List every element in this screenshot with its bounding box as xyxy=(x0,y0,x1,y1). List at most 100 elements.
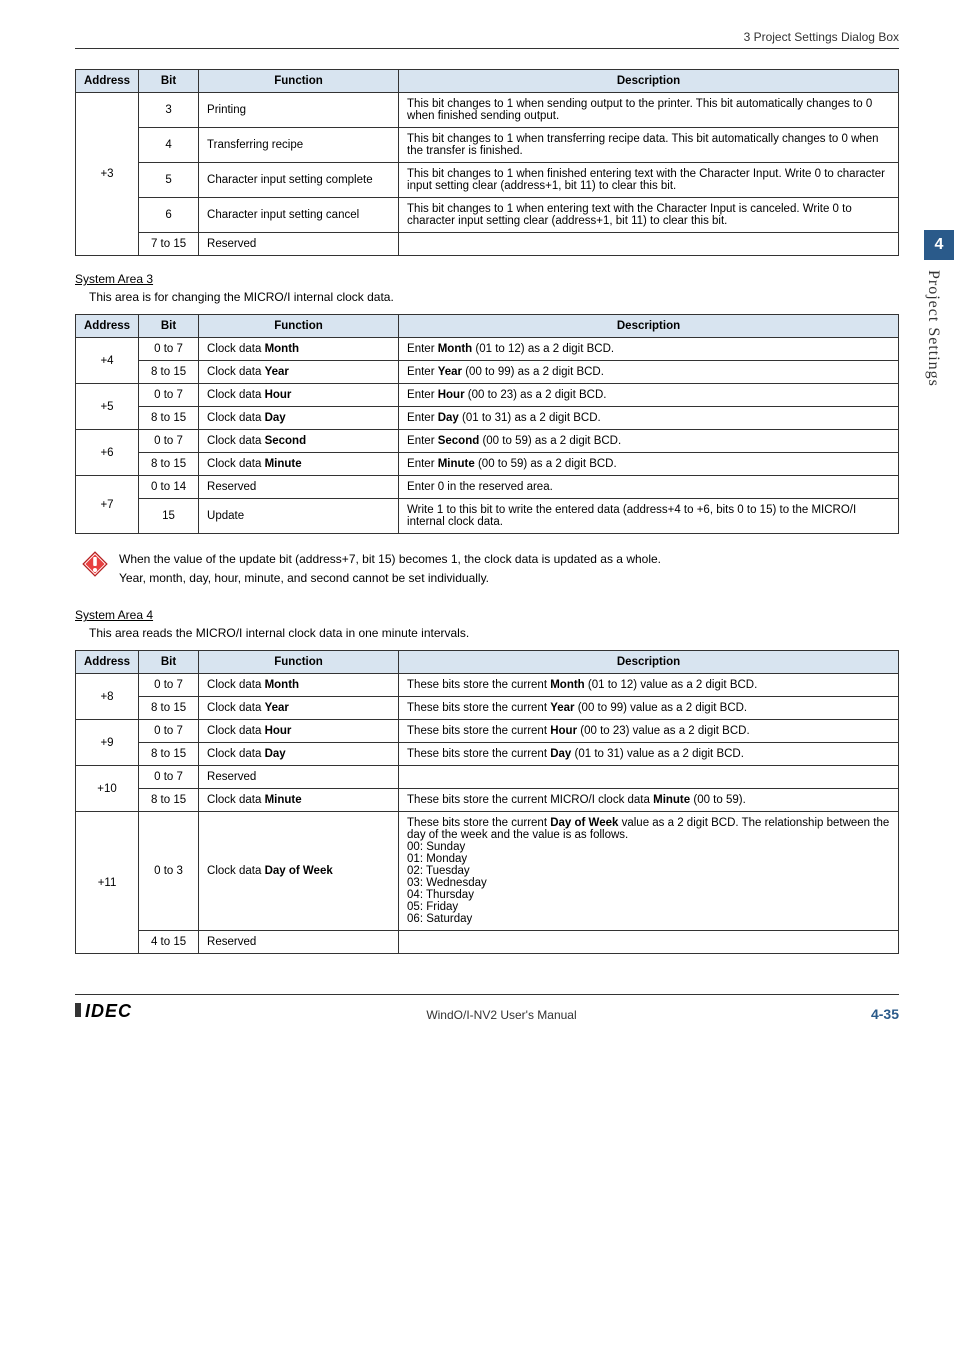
cell-func: Clock data Year xyxy=(199,697,399,720)
cell-bit: 8 to 15 xyxy=(139,453,199,476)
th-address: Address xyxy=(76,70,139,93)
cell-bit: 3 xyxy=(139,93,199,128)
th-bit: Bit xyxy=(139,70,199,93)
cell-bit: 0 to 7 xyxy=(139,674,199,697)
cell-func: Transferring recipe xyxy=(199,128,399,163)
cell-func: Reserved xyxy=(199,476,399,499)
cell-bit: 5 xyxy=(139,163,199,198)
cell-bit: 0 to 7 xyxy=(139,766,199,789)
cell-desc: Enter Second (00 to 59) as a 2 digit BCD… xyxy=(399,430,899,453)
cell-func: Clock data Day xyxy=(199,407,399,430)
table-row: +11 0 to 3 Clock data Day of Week These … xyxy=(76,812,899,931)
cell-addr: +3 xyxy=(76,93,139,256)
cell-func: Clock data Minute xyxy=(199,789,399,812)
cell-desc: Enter Day (01 to 31) as a 2 digit BCD. xyxy=(399,407,899,430)
caution-note: When the value of the update bit (addres… xyxy=(81,550,899,588)
cell-addr: +10 xyxy=(76,766,139,812)
cell-func: Reserved xyxy=(199,233,399,256)
th-description: Description xyxy=(399,315,899,338)
cell-bit: 8 to 15 xyxy=(139,361,199,384)
cell-bit: 8 to 15 xyxy=(139,743,199,766)
footer-brand: IDEC xyxy=(75,1001,132,1022)
chapter-number: 4 xyxy=(924,230,954,260)
cell-bit: 4 xyxy=(139,128,199,163)
cell-desc: These bits store the current MICRO/I clo… xyxy=(399,789,899,812)
table-row: +3 3 Printing This bit changes to 1 when… xyxy=(76,93,899,128)
cell-func: Clock data Month xyxy=(199,674,399,697)
table-row: 5 Character input setting complete This … xyxy=(76,163,899,198)
cell-bit: 0 to 7 xyxy=(139,720,199,743)
cell-desc: These bits store the current Day (01 to … xyxy=(399,743,899,766)
footer-page: 4-35 xyxy=(871,1006,899,1022)
cell-func: Clock data Year xyxy=(199,361,399,384)
cell-desc: These bits store the current Hour (00 to… xyxy=(399,720,899,743)
cell-bit: 0 to 7 xyxy=(139,384,199,407)
table-row: 8 to 15 Clock data Day Enter Day (01 to … xyxy=(76,407,899,430)
table-row: 6 Character input setting cancel This bi… xyxy=(76,198,899,233)
cell-desc: This bit changes to 1 when transferring … xyxy=(399,128,899,163)
th-function: Function xyxy=(199,651,399,674)
table-row: 4 to 15 Reserved xyxy=(76,931,899,954)
system-area-4-title: System Area 4 xyxy=(75,608,899,622)
cell-desc: This bit changes to 1 when finished ente… xyxy=(399,163,899,198)
cell-desc: Enter Minute (00 to 59) as a 2 digit BCD… xyxy=(399,453,899,476)
cell-bit: 7 to 15 xyxy=(139,233,199,256)
cell-bit: 8 to 15 xyxy=(139,407,199,430)
cell-func: Reserved xyxy=(199,766,399,789)
cell-func: Clock data Hour xyxy=(199,720,399,743)
table-area4: Address Bit Function Description +8 0 to… xyxy=(75,650,899,954)
footer-title: WindO/I-NV2 User's Manual xyxy=(426,1008,576,1022)
cell-desc: This bit changes to 1 when sending outpu… xyxy=(399,93,899,128)
cell-func: Clock data Day of Week xyxy=(199,812,399,931)
th-function: Function xyxy=(199,70,399,93)
page-footer: IDEC WindO/I-NV2 User's Manual 4-35 xyxy=(75,994,899,1022)
cell-bit: 8 to 15 xyxy=(139,789,199,812)
cell-desc: Enter Month (01 to 12) as a 2 digit BCD. xyxy=(399,338,899,361)
cell-func: Clock data Month xyxy=(199,338,399,361)
cell-desc xyxy=(399,766,899,789)
th-description: Description xyxy=(399,70,899,93)
cell-desc xyxy=(399,931,899,954)
cell-bit: 0 to 7 xyxy=(139,338,199,361)
cell-bit: 0 to 14 xyxy=(139,476,199,499)
table-row: +7 0 to 14 Reserved Enter 0 in the reser… xyxy=(76,476,899,499)
system-area-3-title: System Area 3 xyxy=(75,272,899,286)
cell-func: Reserved xyxy=(199,931,399,954)
cell-bit: 0 to 3 xyxy=(139,812,199,931)
table-area2-cont: Address Bit Function Description +3 3 Pr… xyxy=(75,69,899,256)
table-row: +5 0 to 7 Clock data Hour Enter Hour (00… xyxy=(76,384,899,407)
th-description: Description xyxy=(399,651,899,674)
cell-func: Clock data Second xyxy=(199,430,399,453)
cell-desc: This bit changes to 1 when entering text… xyxy=(399,198,899,233)
caution-icon xyxy=(81,550,109,578)
cell-bit: 6 xyxy=(139,198,199,233)
cell-desc: These bits store the current Day of Week… xyxy=(399,812,899,931)
table-row: +9 0 to 7 Clock data Hour These bits sto… xyxy=(76,720,899,743)
cell-desc: These bits store the current Year (00 to… xyxy=(399,697,899,720)
cell-desc: Enter Year (00 to 99) as a 2 digit BCD. xyxy=(399,361,899,384)
table-row: +8 0 to 7 Clock data Month These bits st… xyxy=(76,674,899,697)
table-row: +4 0 to 7 Clock data Month Enter Month (… xyxy=(76,338,899,361)
cell-bit: 15 xyxy=(139,499,199,534)
cell-func: Clock data Hour xyxy=(199,384,399,407)
cell-addr: +4 xyxy=(76,338,139,384)
table-row: 8 to 15 Clock data Year Enter Year (00 t… xyxy=(76,361,899,384)
table-row: 4 Transferring recipe This bit changes t… xyxy=(76,128,899,163)
cell-desc: Enter Hour (00 to 23) as a 2 digit BCD. xyxy=(399,384,899,407)
cell-desc: These bits store the current Month (01 t… xyxy=(399,674,899,697)
cell-addr: +5 xyxy=(76,384,139,430)
system-area-3-desc: This area is for changing the MICRO/I in… xyxy=(89,290,899,304)
caution-text: When the value of the update bit (addres… xyxy=(119,550,661,588)
chapter-label: Project Settings xyxy=(924,260,942,387)
table-row: +6 0 to 7 Clock data Second Enter Second… xyxy=(76,430,899,453)
th-address: Address xyxy=(76,315,139,338)
cell-desc: Enter 0 in the reserved area. xyxy=(399,476,899,499)
cell-desc xyxy=(399,233,899,256)
table-row: 8 to 15 Clock data Minute These bits sto… xyxy=(76,789,899,812)
cell-bit: 8 to 15 xyxy=(139,697,199,720)
table-row: 8 to 15 Clock data Year These bits store… xyxy=(76,697,899,720)
table-row: 15 Update Write 1 to this bit to write t… xyxy=(76,499,899,534)
table-row: 8 to 15 Clock data Minute Enter Minute (… xyxy=(76,453,899,476)
cell-func: Clock data Day xyxy=(199,743,399,766)
table-row: +10 0 to 7 Reserved xyxy=(76,766,899,789)
